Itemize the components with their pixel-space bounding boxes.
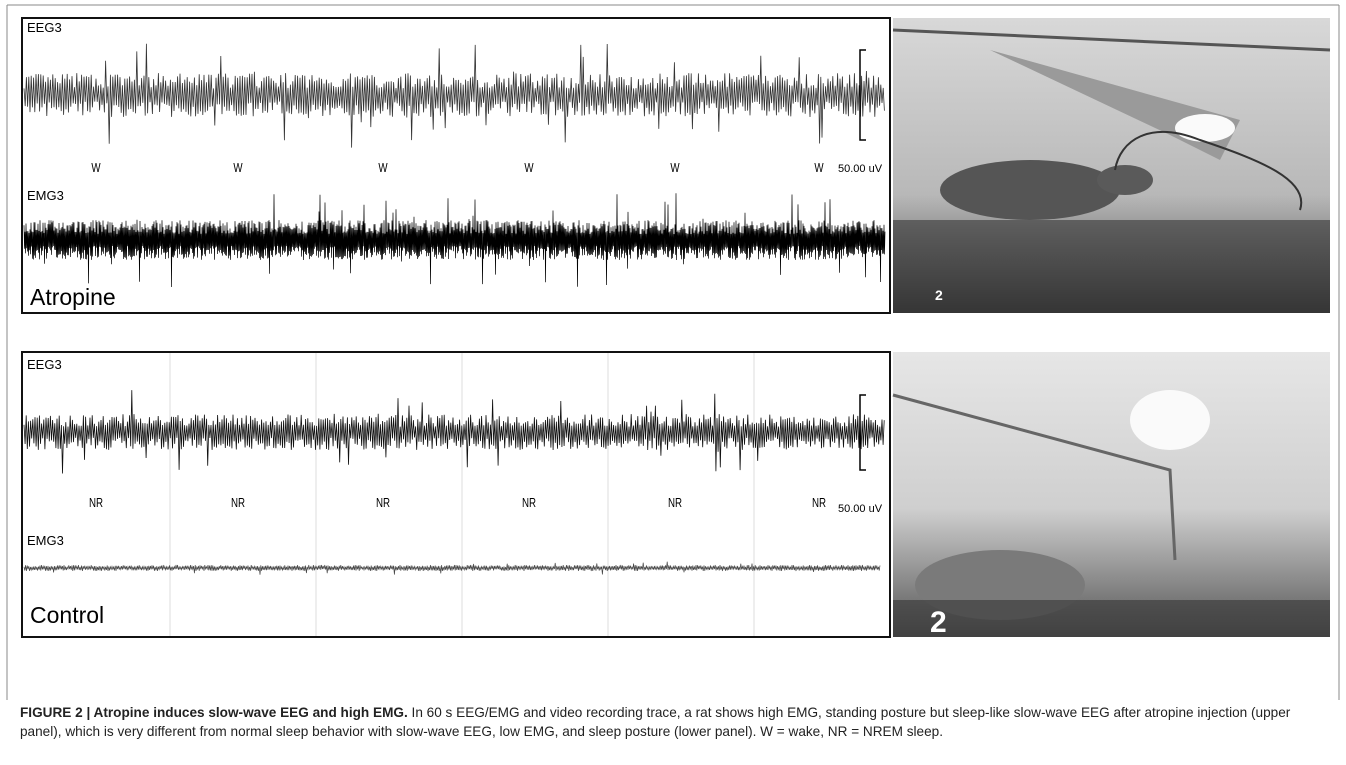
photo-light-2 [1130,390,1210,450]
scale-bar [859,49,866,141]
trace [23,561,881,575]
photo-edge [892,28,1331,52]
stage-label: W [814,162,823,176]
eeg-label: EEG3 [27,20,62,35]
caption-text: In 60 s EEG/EMG and video recording trac… [20,705,1291,739]
photo-rat-head [1097,165,1153,195]
photo-floor [893,220,1330,313]
trace-box [21,17,891,314]
stage-label: NR [89,497,103,511]
stage-label: W [524,162,533,176]
photo-rat [940,160,1120,220]
trace-box [21,351,891,638]
trace [23,390,885,474]
stage-label: NR [668,497,682,511]
stage-label: W [670,162,679,176]
photo-light [1175,114,1235,142]
scale-label: 50.00 uV [838,163,883,175]
scale-bar [859,394,866,471]
photo-label: 2 [930,606,947,639]
condition-label: Atropine [30,284,116,310]
photo-cable [1114,130,1303,211]
trace [23,193,886,288]
condition-label: Control [30,602,104,628]
stage-label: NR [376,497,390,511]
caption-title: FIGURE 2 | Atropine induces slow-wave EE… [20,705,408,720]
stage-label: W [233,162,242,176]
stage-label: NR [812,497,826,511]
photo-floor-2 [893,600,1330,637]
trace [23,43,885,148]
emg-label: EMG3 [27,533,64,548]
emg-label: EMG3 [27,188,64,203]
figure: 2 2 EEG3 EMG3 50.00 uV Atropine EEG3 EMG… [6,4,1340,700]
caption: FIGURE 2 | Atropine induces slow-wave EE… [20,703,1310,741]
stage-label: NR [231,497,245,511]
traces [23,43,886,636]
scale-label: 50.00 uV [838,503,883,515]
photos: 2 2 [892,18,1331,639]
stage-label: W [378,162,387,176]
stage-label: W [91,162,100,176]
photo-board-2 [892,393,1177,561]
eeg-label: EEG3 [27,357,62,372]
photo-label: 2 [935,287,943,303]
stage-label: NR [522,497,536,511]
